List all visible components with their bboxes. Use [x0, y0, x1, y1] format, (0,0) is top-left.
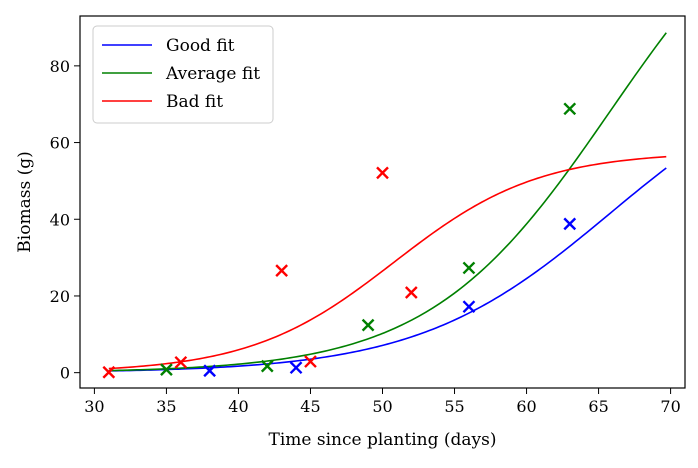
data-point-bad-fit [404, 286, 418, 299]
legend-label-bad-fit: Bad fit [166, 92, 223, 112]
data-point-average-fit [563, 102, 577, 116]
data-point-average-fit [462, 261, 476, 275]
legend-entry-bad-fit: Bad fit [102, 92, 223, 112]
y-tick-label: 60 [50, 134, 70, 153]
data-point-good-fit [563, 217, 577, 231]
x-tick-label: 55 [444, 397, 464, 416]
legend-entry-average-fit: Average fit [102, 64, 260, 84]
x-tick-label: 50 [372, 397, 392, 416]
y-tick-label: 0 [60, 364, 70, 383]
x-axis-ticks: 30 35 40 45 50 55 60 65 70 [84, 388, 681, 416]
x-tick-label: 45 [300, 397, 320, 416]
legend-entry-good-fit: Good fit [102, 36, 235, 56]
y-tick-label: 20 [50, 287, 70, 306]
legend-label-good-fit: Good fit [166, 36, 235, 56]
x-tick-label: 35 [156, 397, 176, 416]
x-tick-label: 30 [84, 397, 104, 416]
data-point-bad-fit [275, 264, 289, 277]
fit-curve-bad-fit [108, 155, 667, 370]
x-axis-label: Time since planting (days) [269, 430, 497, 450]
y-axis-ticks: 0 20 40 60 80 [50, 57, 80, 383]
y-axis-label: Biomass (g) [15, 151, 35, 252]
x-tick-label: 65 [588, 397, 608, 416]
fit-curves [108, 32, 667, 372]
plot-frame [79, 15, 686, 389]
x-tick-label: 40 [228, 397, 248, 416]
data-point-bad-fit [102, 365, 116, 379]
x-tick-label: 60 [516, 397, 536, 416]
data-point-bad-fit [304, 355, 317, 368]
fit-curve-good-fit [108, 167, 667, 372]
y-tick-label: 80 [50, 57, 70, 76]
data-point-good-fit [462, 300, 476, 314]
data-point-bad-fit [174, 355, 188, 369]
data-point-good-fit [289, 361, 303, 375]
data-point-markers [102, 102, 577, 379]
y-tick-label: 40 [50, 210, 70, 229]
data-point-average-fit [160, 363, 173, 376]
legend: Good fit Average fit Bad fit [92, 25, 274, 124]
x-tick-label: 70 [660, 397, 680, 416]
fit-curve-average-fit [108, 32, 667, 372]
legend-box [92, 25, 274, 124]
data-point-average-fit [361, 318, 375, 332]
legend-label-average-fit: Average fit [165, 64, 260, 84]
data-point-bad-fit [376, 166, 389, 180]
data-point-good-fit [203, 364, 216, 378]
data-point-average-fit [260, 359, 274, 373]
